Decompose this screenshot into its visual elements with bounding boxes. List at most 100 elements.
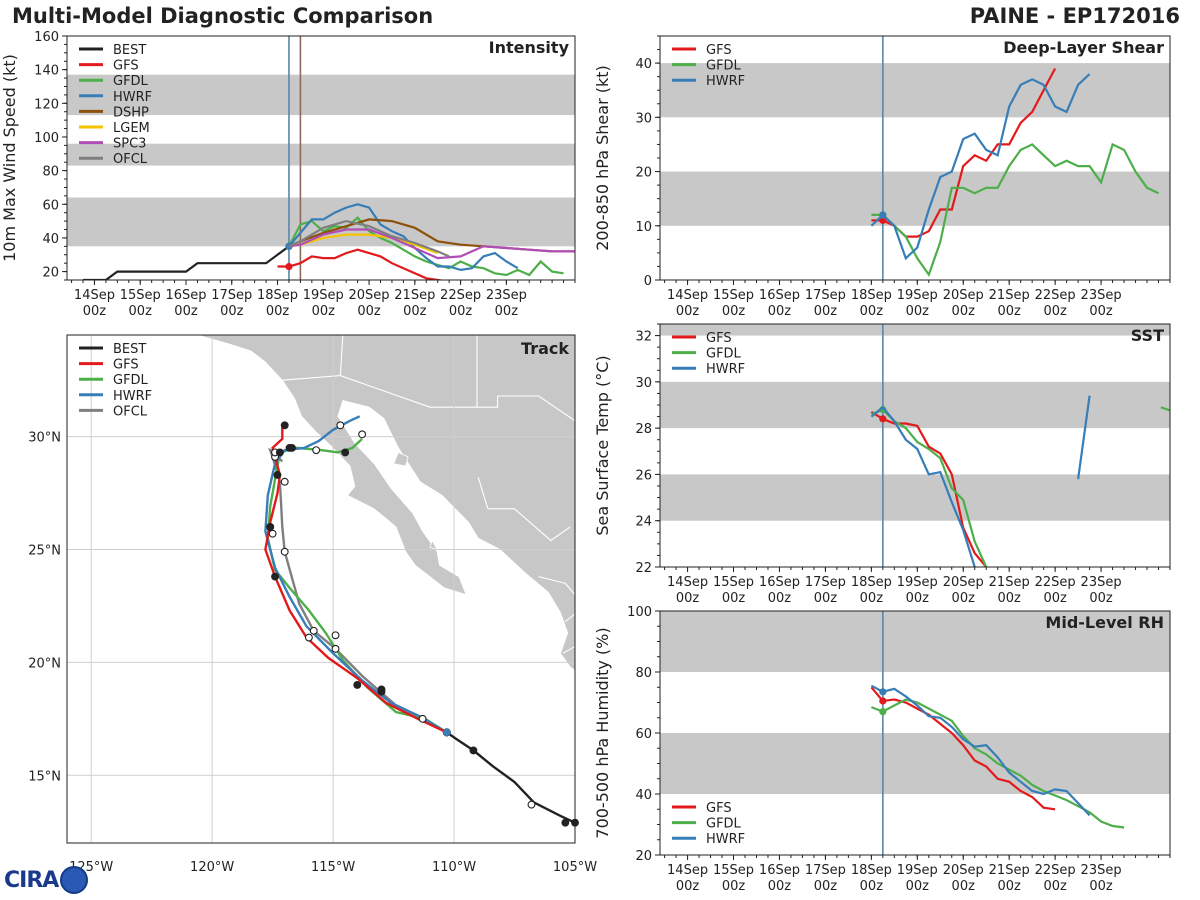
x-tick-label-hour: 00z <box>722 304 746 319</box>
y-tick-label: 32 <box>635 330 652 345</box>
x-tick-label-hour: 00z <box>998 304 1022 319</box>
track-gfs-point <box>353 681 362 689</box>
y-tick-label: 40 <box>635 788 652 803</box>
axes-frame <box>66 35 576 281</box>
border-line <box>477 477 489 509</box>
series-gfdl-line <box>288 216 564 277</box>
x-tick-label-date: 19Sep <box>897 288 938 303</box>
shaded-band <box>660 171 1170 226</box>
legend-label-gfdl: GFDL <box>706 347 742 362</box>
y-tick-label: 22 <box>635 561 652 576</box>
x-tick-label-hour: 00z <box>722 591 746 606</box>
y-tick-label: 80 <box>42 165 59 180</box>
x-tick-label-hour: 00z <box>814 879 838 894</box>
x-tick-label: 120°W <box>190 860 234 875</box>
legend-label-hwrf: HWRF <box>706 832 745 847</box>
panel-title: Mid-Level RH <box>1045 613 1164 632</box>
legend-label-best: BEST <box>113 43 146 58</box>
track-best-line <box>446 731 575 824</box>
x-tick-label-hour: 00z <box>403 304 427 319</box>
storm-id: PAINE - EP172016 <box>969 4 1180 28</box>
x-tick-label-date: 18Sep <box>851 863 892 878</box>
border-line <box>562 645 575 654</box>
legend-label-best: BEST <box>113 342 146 357</box>
x-tick-label-date: 17Sep <box>211 288 252 303</box>
shaded-band <box>67 143 575 166</box>
shaded-band <box>67 74 575 116</box>
panel-title: Track <box>521 339 569 358</box>
globe-icon <box>60 866 89 894</box>
y-tick-label: 120 <box>34 97 59 112</box>
track-hwrf-line <box>264 415 448 734</box>
legend-label-gfs: GFS <box>706 43 732 58</box>
x-tick-label-hour: 00z <box>1089 304 1113 319</box>
series-gfdl-marker <box>879 708 887 716</box>
shaded-band <box>660 474 1170 521</box>
x-tick-label-date: 20Sep <box>943 575 984 590</box>
x-tick-label-date: 15Sep <box>713 288 754 303</box>
y-tick-label: 160 <box>34 30 59 45</box>
series-gfs-line <box>870 410 988 567</box>
legend-label-gfs: GFS <box>113 59 139 74</box>
x-tick-label-hour: 00z <box>860 591 884 606</box>
legend-label-hwrf: HWRF <box>113 90 152 105</box>
x-tick-label-date: 20Sep <box>349 288 390 303</box>
y-tick-label: 30°N <box>28 431 61 446</box>
x-tick-label-hour: 00z <box>129 304 153 319</box>
x-tick-label-date: 16Sep <box>759 575 800 590</box>
panel-title: Intensity <box>489 38 570 57</box>
series-spc3-line <box>288 228 575 260</box>
x-tick-label-hour: 00z <box>357 304 381 319</box>
x-tick-label-date: 14Sep <box>667 863 708 878</box>
y-tick-label: 15°N <box>28 769 61 784</box>
x-tick-label-hour: 00z <box>998 879 1022 894</box>
legend-label-lgem: LGEM <box>113 121 150 136</box>
series-hwrf-marker <box>879 211 887 219</box>
x-tick-label-date: 23Sep <box>1081 288 1122 303</box>
x-tick-label-date: 20Sep <box>943 863 984 878</box>
x-tick-label-date: 15Sep <box>713 863 754 878</box>
y-tick-label: 30 <box>635 111 652 126</box>
legend-label-spc3: SPC3 <box>113 137 146 152</box>
current-position-marker <box>442 728 451 737</box>
x-tick-label-date: 17Sep <box>805 288 846 303</box>
x-tick-label-hour: 00z <box>220 304 244 319</box>
island <box>429 539 438 551</box>
y-tick-label: 140 <box>34 64 59 79</box>
legend-label-dshp: DSHP <box>113 105 149 120</box>
series-hwrf-marker <box>879 688 887 696</box>
y-tick-label: 80 <box>635 666 652 681</box>
x-tick-label-hour: 00z <box>1043 879 1067 894</box>
x-tick-label-hour: 00z <box>312 304 336 319</box>
y-axis-label: Sea Surface Temp (°C) <box>593 355 612 535</box>
x-tick-label-hour: 00z <box>676 304 700 319</box>
series-gfs-marker <box>879 415 887 423</box>
panel-intensity: 2040608010012014016014Sep00z15Sep00z16Se… <box>0 30 576 319</box>
shaded-band <box>660 324 1170 336</box>
x-tick-label-hour: 00z <box>1089 879 1113 894</box>
y-tick-label: 10 <box>635 220 652 235</box>
panel-title: SST <box>1131 326 1164 345</box>
legend-label-hwrf: HWRF <box>706 362 745 377</box>
legend-label-gfs: GFS <box>706 331 732 346</box>
shaded-band <box>660 733 1170 794</box>
shaded-band <box>660 381 1170 429</box>
legend-label-gfdl: GFDL <box>113 373 149 388</box>
panel-sst: 22242628303214Sep00z15Sep00z16Sep00z17Se… <box>593 323 1171 606</box>
series-gfs-marker <box>879 697 887 705</box>
legend-label-gfs: GFS <box>706 801 732 816</box>
series-hwrf-line <box>870 73 1091 261</box>
track-ofcl-point <box>336 421 345 430</box>
island <box>393 451 409 467</box>
x-tick-label-hour: 00z <box>814 304 838 319</box>
track-ofcl-point <box>358 430 367 439</box>
y-tick-label: 28 <box>635 422 652 437</box>
x-tick-label-hour: 00z <box>174 304 198 319</box>
x-tick-label-hour: 00z <box>449 304 473 319</box>
y-tick-label: 24 <box>635 515 652 530</box>
track-ofcl-point <box>309 626 318 635</box>
figure-title: Multi-Model Diagnostic Comparison <box>12 4 434 28</box>
x-tick-label-hour: 00z <box>998 591 1022 606</box>
y-tick-label: 20 <box>635 849 652 864</box>
x-tick-label-date: 22Sep <box>1035 288 1076 303</box>
